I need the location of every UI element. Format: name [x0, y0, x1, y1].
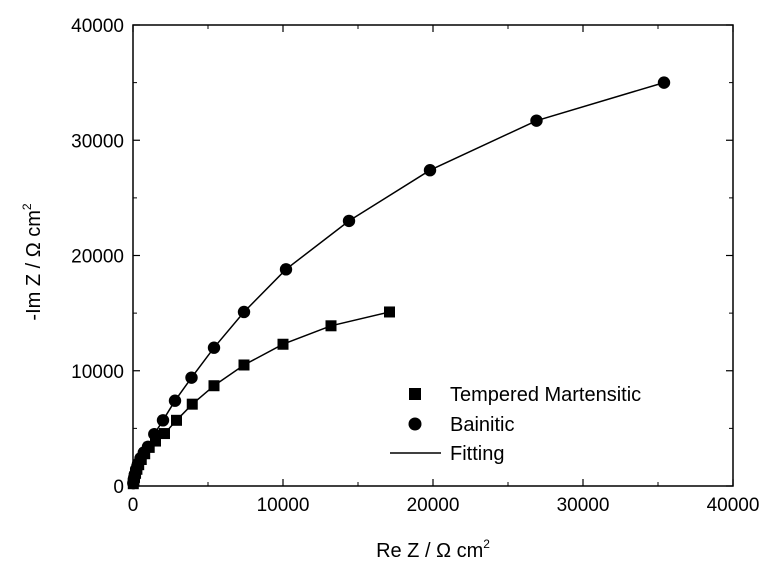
x-axis-title: Re Z / Ω cm2 [376, 537, 490, 562]
legend-label-tempered-martensitic: Tempered Martensitic [450, 384, 641, 406]
x-tick-label: 10000 [257, 495, 310, 516]
data-point-circle [156, 414, 170, 427]
data-point-circle [342, 214, 356, 228]
x-tick-label: 40000 [707, 495, 760, 516]
series-bainitic [127, 76, 671, 490]
data-point-square [186, 398, 198, 410]
data-point-circle [168, 394, 182, 407]
data-point-square [150, 435, 161, 447]
y-axis-title-text: -Im Z / Ω cm [23, 210, 45, 321]
y-tick-label: 10000 [71, 362, 124, 383]
data-point-circle [423, 164, 437, 177]
data-point-circle [237, 305, 251, 319]
y-tick-label: 30000 [71, 131, 124, 152]
axis-ticks: 0 10000 20000 30000 40000 0 10000 20000 30000 400… [71, 16, 759, 516]
data-point-circle [141, 440, 155, 454]
y-tick-label: 20000 [71, 247, 124, 268]
data-point-square [159, 428, 170, 440]
legend-label-fitting: Fitting [450, 443, 504, 465]
x-tick-label: 30000 [557, 495, 610, 516]
data-point-square [277, 338, 289, 350]
legend-label-bainitic: Bainitic [450, 414, 514, 436]
fitting-line-bainitic [132, 81, 665, 484]
data-point-square [171, 414, 182, 426]
series-tempered-martensitic [127, 306, 395, 490]
data-point-square [208, 380, 220, 392]
data-layer [127, 76, 671, 490]
plot-frame [132, 24, 734, 487]
legend-symbol-square [409, 388, 421, 400]
data-point-circle [185, 371, 198, 384]
x-tick-label: 20000 [407, 495, 460, 516]
data-point-square [238, 359, 250, 371]
y-axis-title: -Im Z / Ω cm2 [20, 203, 45, 321]
x-axis-title-sup: 2 [483, 537, 490, 551]
data-point-circle [530, 114, 543, 127]
y-tick-label: 0 [113, 477, 124, 498]
data-point-circle [207, 341, 221, 354]
x-tick-label: 0 [128, 495, 139, 516]
data-point-circle [279, 263, 293, 276]
y-axis-title-sup: 2 [20, 203, 34, 210]
legend: Tempered Martensitic Bainitic Fitting [390, 384, 641, 465]
data-point-circle [657, 76, 671, 89]
y-tick-label: 40000 [71, 16, 124, 37]
legend-symbol-circle [408, 417, 422, 431]
data-point-square [384, 306, 395, 318]
data-point-square [325, 320, 337, 332]
data-point-circle [148, 427, 161, 441]
x-axis-title-text: Re Z / Ω cm [376, 540, 483, 562]
